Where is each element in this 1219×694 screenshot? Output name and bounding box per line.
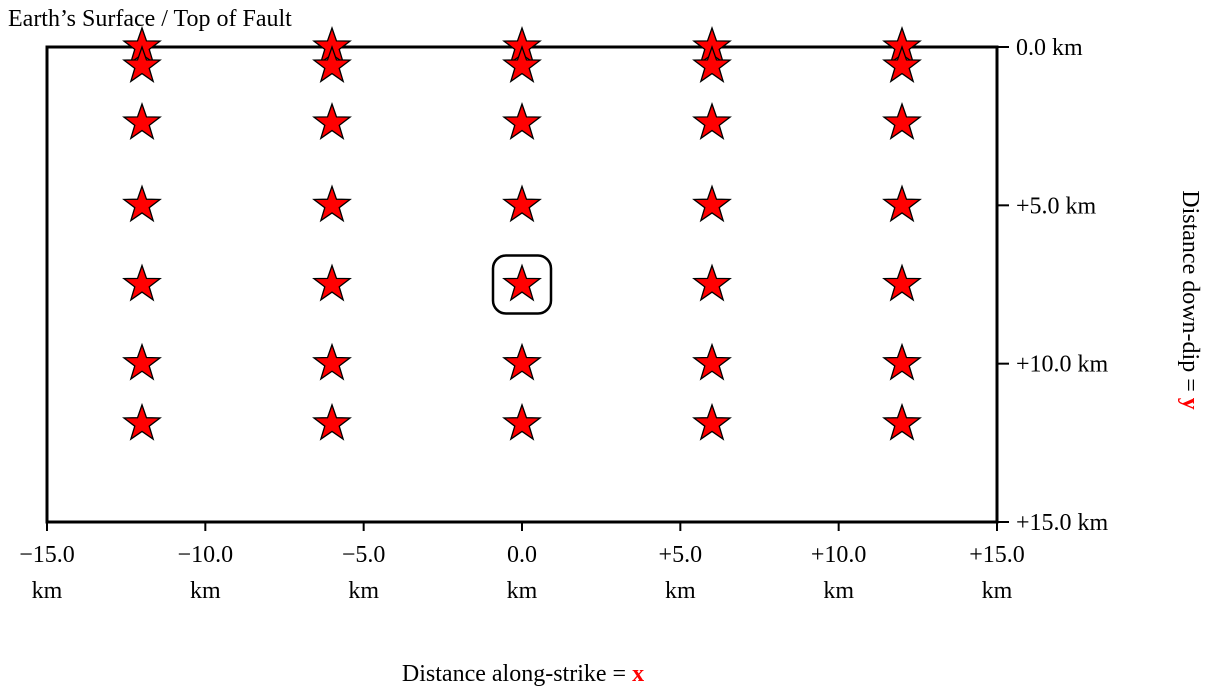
y-axis-label-prefix: Distance down-dip =	[1177, 190, 1203, 398]
y-tick-label: +15.0 km	[1016, 510, 1109, 536]
y-axis-label: Distance down-dip = y	[1177, 190, 1203, 410]
star-marker	[122, 402, 162, 441]
star-marker	[502, 45, 542, 83]
star-marker	[312, 342, 352, 381]
marker-layer	[122, 26, 922, 441]
top-label: Earth’s Surface / Top of Fault	[8, 6, 292, 32]
star-marker	[882, 102, 922, 140]
highlight-box	[491, 254, 553, 315]
x-tick-unit: km	[982, 578, 1013, 604]
x-tick-label: −10.0	[178, 542, 234, 568]
star-marker	[312, 402, 352, 441]
star-marker	[312, 184, 352, 223]
star-marker	[122, 263, 162, 302]
x-tick-label: −5.0	[342, 542, 386, 568]
x-tick-unit: km	[665, 578, 696, 604]
star-marker	[502, 263, 542, 302]
y-axis: 0.0 km +5.0 km +10.0 km +15.0 km	[997, 35, 1109, 536]
x-axis: −15.0 km −10.0 km −5.0 km 0.0 km +5.0 km +10.0 km +1…	[19, 522, 1025, 604]
star-marker	[312, 45, 352, 83]
star-marker	[882, 342, 922, 381]
x-axis-variable: x	[632, 661, 644, 687]
star-marker	[122, 342, 162, 381]
star-marker	[692, 342, 732, 381]
star-marker	[692, 402, 732, 441]
star-marker	[882, 263, 922, 302]
x-tick-unit: km	[190, 578, 221, 604]
x-axis-label-prefix: Distance along-strike =	[402, 661, 632, 687]
x-tick-label: +5.0	[659, 542, 703, 568]
y-tick-label: +5.0 km	[1016, 193, 1097, 219]
x-tick-label: +10.0	[811, 542, 867, 568]
x-tick-label: −15.0	[19, 542, 75, 568]
star-marker	[312, 263, 352, 302]
star-marker	[692, 184, 732, 223]
star-marker	[312, 102, 352, 140]
star-marker	[502, 402, 542, 441]
y-tick-label: +10.0 km	[1016, 352, 1109, 378]
star-marker	[122, 45, 162, 83]
star-marker	[502, 184, 542, 223]
y-axis-variable: y	[1177, 398, 1203, 410]
star-marker	[692, 102, 732, 140]
x-tick-label: +15.0	[969, 542, 1025, 568]
x-tick-unit: km	[348, 578, 379, 604]
star-marker	[122, 184, 162, 223]
star-marker	[502, 342, 542, 381]
x-tick-unit: km	[507, 578, 538, 604]
star-marker	[122, 102, 162, 140]
star-marker	[502, 102, 542, 140]
x-axis-label: Distance along-strike = x	[402, 661, 644, 687]
star-marker	[692, 263, 732, 302]
y-tick-label: 0.0 km	[1016, 35, 1083, 61]
star-marker	[692, 45, 732, 83]
x-tick-unit: km	[32, 578, 63, 604]
x-tick-label: 0.0	[507, 542, 537, 568]
star-marker	[882, 402, 922, 441]
x-tick-unit: km	[823, 578, 854, 604]
star-marker	[882, 184, 922, 223]
star-marker	[882, 45, 922, 83]
